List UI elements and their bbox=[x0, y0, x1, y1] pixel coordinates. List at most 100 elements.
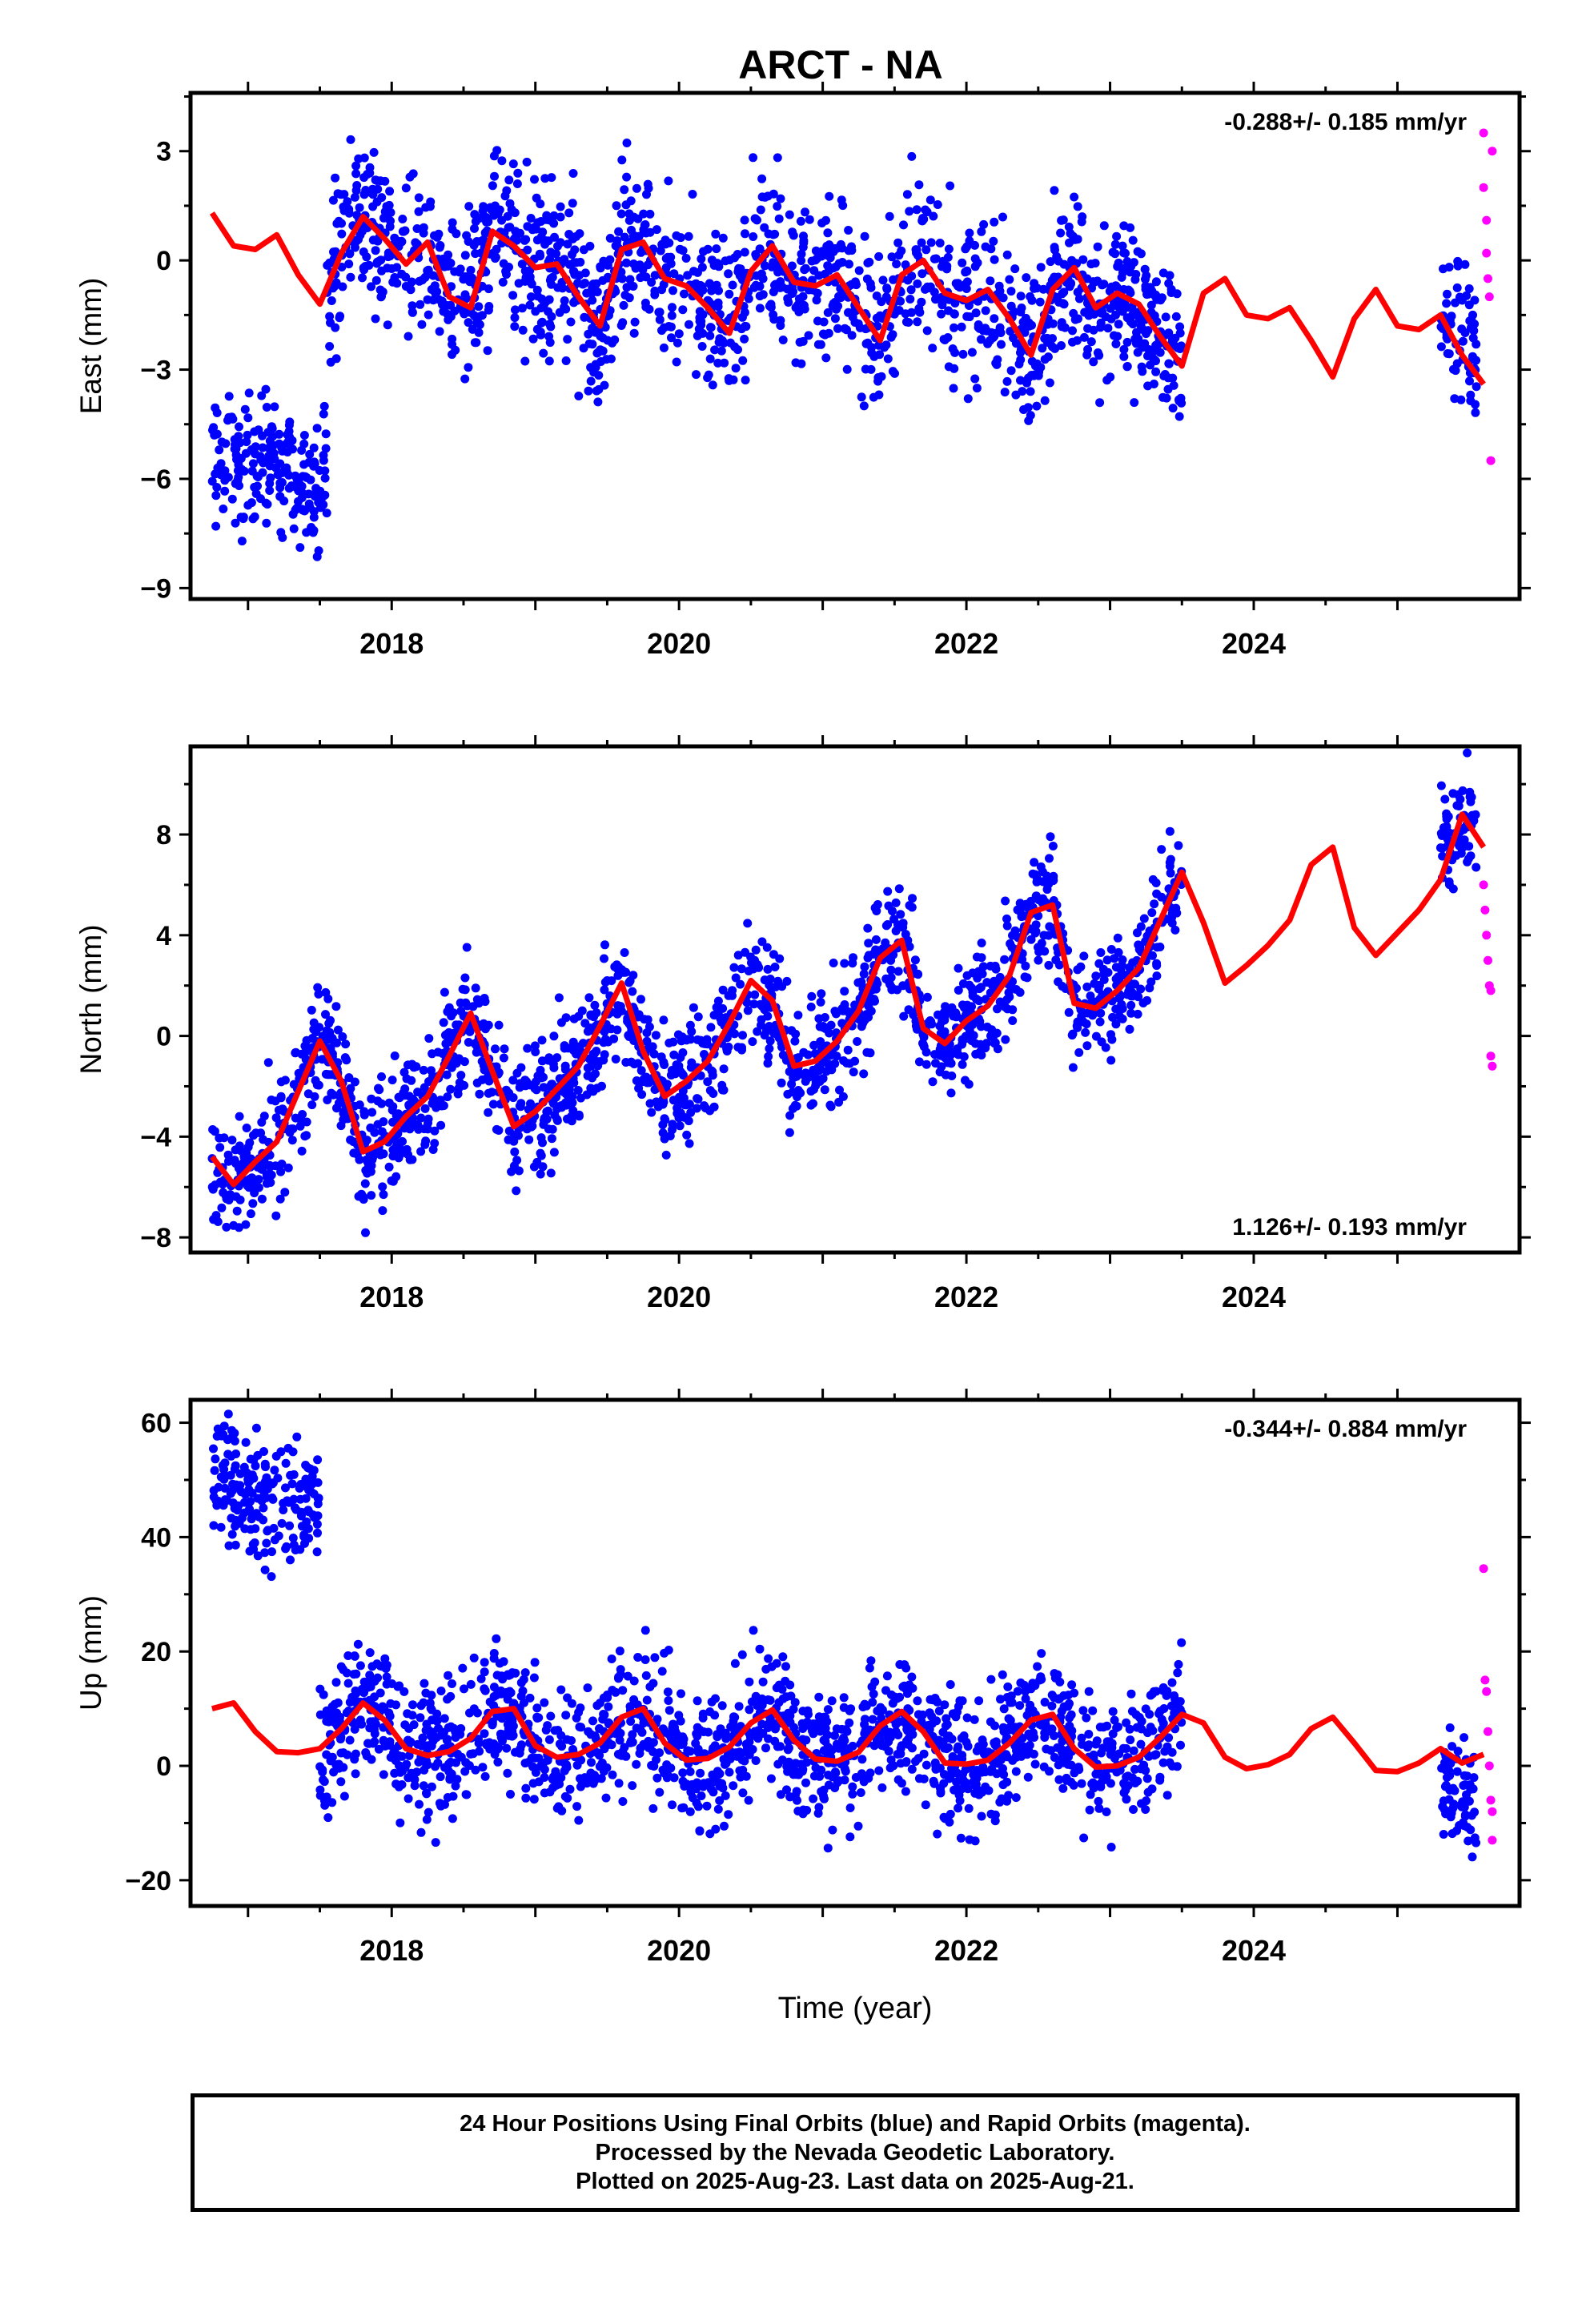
final-orbit-point bbox=[1066, 1710, 1076, 1719]
final-orbit-point bbox=[315, 1762, 325, 1771]
final-orbit-point bbox=[1442, 299, 1452, 308]
final-orbit-point bbox=[778, 336, 788, 344]
final-orbit-point bbox=[434, 229, 444, 239]
final-orbit-point bbox=[684, 231, 693, 241]
final-orbit-point bbox=[929, 211, 938, 221]
final-orbit-point bbox=[821, 353, 831, 363]
final-orbit-point bbox=[669, 1096, 678, 1105]
final-orbit-point bbox=[834, 259, 844, 268]
final-orbit-point bbox=[825, 191, 834, 201]
final-orbit-point bbox=[707, 255, 717, 265]
final-orbit-point bbox=[1030, 279, 1039, 288]
final-orbit-point bbox=[554, 993, 564, 1003]
final-orbit-point bbox=[712, 244, 721, 254]
final-orbit-point bbox=[555, 308, 564, 317]
final-orbit-point bbox=[1006, 366, 1016, 376]
final-orbit-point bbox=[1472, 862, 1481, 872]
rapid-orbit-point bbox=[1482, 931, 1492, 940]
final-orbit-point bbox=[717, 1085, 727, 1095]
final-orbit-point bbox=[1074, 1047, 1084, 1057]
final-orbit-point bbox=[520, 266, 530, 275]
final-orbit-point bbox=[921, 1047, 931, 1057]
final-orbit-point bbox=[239, 1508, 249, 1518]
final-orbit-point bbox=[319, 451, 328, 460]
final-orbit-point bbox=[404, 1751, 414, 1760]
final-orbit-point bbox=[1472, 382, 1481, 392]
final-orbit-point bbox=[388, 1117, 397, 1127]
final-orbit-point bbox=[1074, 294, 1084, 304]
final-orbit-point bbox=[591, 1069, 600, 1079]
final-orbit-point bbox=[901, 260, 910, 270]
y-tick-label: −4 bbox=[140, 1122, 171, 1152]
final-orbit-point bbox=[626, 1717, 636, 1726]
final-orbit-point bbox=[520, 276, 530, 286]
final-orbit-point bbox=[737, 1045, 746, 1055]
final-orbit-point bbox=[502, 270, 511, 279]
final-orbit-point bbox=[755, 282, 765, 291]
final-orbit-point bbox=[664, 176, 673, 186]
final-orbit-point bbox=[993, 1004, 1002, 1014]
final-orbit-point bbox=[1091, 1739, 1101, 1749]
final-orbit-point bbox=[1002, 995, 1012, 1004]
final-orbit-point bbox=[539, 348, 548, 358]
final-orbit-point bbox=[320, 473, 330, 483]
final-orbit-point bbox=[674, 329, 684, 339]
final-orbit-point bbox=[532, 1077, 540, 1087]
final-orbit-point bbox=[568, 250, 576, 259]
final-orbit-point bbox=[242, 437, 251, 447]
final-orbit-point bbox=[1451, 298, 1460, 308]
final-orbit-point bbox=[595, 1751, 604, 1760]
final-orbit-point bbox=[755, 304, 765, 313]
final-orbit-point bbox=[409, 1063, 419, 1072]
final-orbit-point bbox=[769, 287, 778, 296]
final-orbit-point bbox=[1045, 378, 1054, 388]
final-orbit-point bbox=[809, 1099, 817, 1108]
final-orbit-point bbox=[276, 1447, 286, 1457]
final-orbit-point bbox=[1171, 903, 1181, 913]
final-orbit-point bbox=[266, 473, 275, 483]
final-orbit-point bbox=[863, 338, 873, 348]
final-orbit-point bbox=[845, 259, 853, 269]
final-orbit-point bbox=[682, 1035, 692, 1044]
final-orbit-point bbox=[791, 358, 801, 368]
final-orbit-point bbox=[517, 304, 527, 313]
final-orbit-point bbox=[986, 1031, 995, 1040]
final-orbit-point bbox=[385, 187, 395, 196]
final-orbit-point bbox=[460, 374, 470, 384]
final-orbit-point bbox=[239, 513, 248, 522]
final-orbit-point bbox=[717, 346, 726, 356]
final-orbit-point bbox=[480, 1658, 489, 1667]
final-orbit-point bbox=[416, 1147, 426, 1156]
final-orbit-point bbox=[235, 422, 243, 432]
final-orbit-point bbox=[846, 1704, 856, 1714]
final-orbit-point bbox=[641, 272, 651, 282]
final-orbit-point bbox=[489, 208, 499, 217]
final-orbit-point bbox=[655, 315, 665, 324]
final-orbit-point bbox=[522, 157, 532, 167]
final-orbit-point bbox=[742, 998, 752, 1007]
final-orbit-point bbox=[306, 1464, 315, 1474]
final-orbit-point bbox=[1001, 1035, 1010, 1044]
final-orbit-point bbox=[1006, 287, 1016, 296]
final-orbit-point bbox=[859, 969, 869, 979]
final-orbit-point bbox=[214, 1482, 223, 1492]
final-orbit-point bbox=[1170, 925, 1180, 935]
final-orbit-point bbox=[456, 1071, 466, 1080]
final-orbit-point bbox=[624, 978, 634, 987]
final-orbit-point bbox=[721, 256, 730, 266]
final-orbit-point bbox=[510, 1147, 520, 1156]
final-orbit-point bbox=[894, 884, 904, 894]
final-orbit-point bbox=[691, 1739, 701, 1748]
final-orbit-point bbox=[352, 236, 362, 246]
final-orbit-point bbox=[628, 1738, 637, 1747]
final-orbit-point bbox=[464, 318, 473, 328]
final-orbit-point bbox=[847, 331, 857, 340]
final-orbit-point bbox=[668, 1125, 677, 1135]
final-orbit-point bbox=[981, 306, 990, 316]
final-orbit-point bbox=[1046, 257, 1055, 267]
final-orbit-point bbox=[321, 987, 331, 997]
final-orbit-point bbox=[892, 259, 901, 269]
final-orbit-point bbox=[745, 1677, 754, 1687]
final-orbit-point bbox=[946, 181, 955, 191]
final-orbit-point bbox=[672, 1068, 681, 1077]
